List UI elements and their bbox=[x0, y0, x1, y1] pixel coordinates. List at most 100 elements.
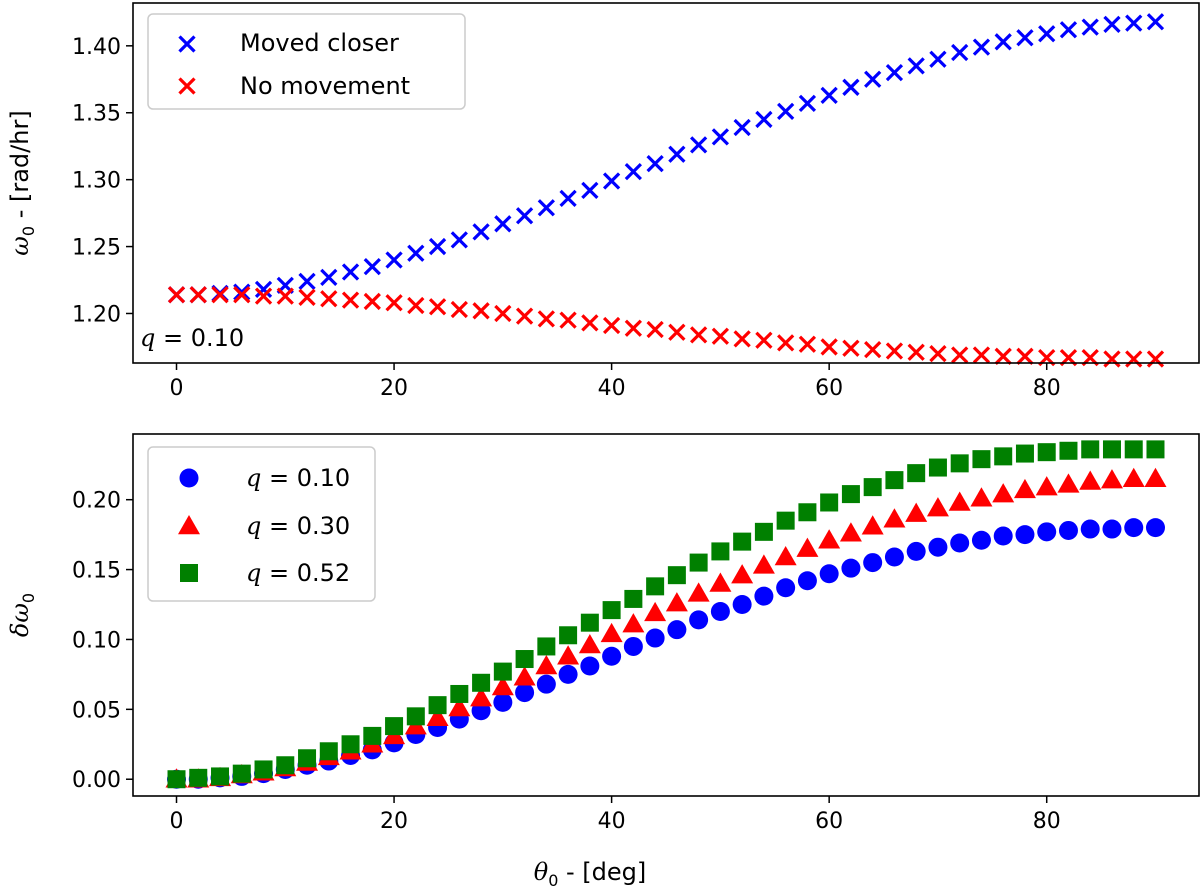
bottom-series-0-point-28 bbox=[776, 578, 796, 598]
bottom-series-1-point-23 bbox=[665, 592, 688, 612]
bottom-series-2-point-21 bbox=[624, 589, 643, 608]
bottom-series-0-point-19 bbox=[580, 656, 600, 676]
top-series-0-point-41 bbox=[1059, 21, 1078, 39]
bottom-legend-markers bbox=[178, 468, 200, 582]
top-series-1-point-14 bbox=[472, 302, 490, 320]
bottom-series-2-point-16 bbox=[515, 650, 534, 669]
bottom-series-2-point-6 bbox=[298, 749, 317, 768]
bottom-series-0-point-34 bbox=[906, 541, 926, 561]
bottom-xtick-label-80: 80 bbox=[1033, 809, 1061, 834]
legend-moved-closer: Moved closer bbox=[240, 29, 399, 57]
bottom-ytick-label-0-15: 0.15 bbox=[72, 559, 121, 584]
top-series-0-point-45 bbox=[1146, 13, 1165, 31]
bottom-series-0-point-24 bbox=[689, 610, 709, 630]
bottom-series-2-point-31 bbox=[841, 485, 860, 504]
top-series-0-point-25 bbox=[711, 128, 730, 146]
bottom-series-1-point-39 bbox=[1013, 478, 1036, 499]
top-series-0-point-42 bbox=[1081, 18, 1099, 36]
top-series-1-point-9 bbox=[363, 292, 381, 311]
bottom-series-2-point-13 bbox=[450, 684, 469, 703]
bottom-series-2-point-25 bbox=[711, 542, 730, 561]
top-series-1-point-8 bbox=[341, 291, 360, 309]
top-series-0-point-14 bbox=[472, 223, 490, 241]
top-series-0-point-13 bbox=[450, 231, 468, 249]
bottom-series-2-point-14 bbox=[472, 673, 491, 692]
top-legend-markers bbox=[178, 35, 196, 95]
top-series-1-point-1 bbox=[189, 286, 207, 304]
bottom-series-0-point-43 bbox=[1102, 519, 1122, 539]
bottom-series-2-point-37 bbox=[972, 450, 991, 469]
bottom-xtick-label-40: 40 bbox=[598, 809, 626, 834]
bottom-series-1-point-31 bbox=[839, 522, 862, 542]
top-xtick-label-80: 80 bbox=[1033, 376, 1061, 401]
top-series-1-point-19 bbox=[581, 314, 599, 332]
top-series-0-point-32 bbox=[864, 70, 882, 88]
top-series-1-point-29 bbox=[798, 335, 817, 353]
bottom-series-2-point-40 bbox=[1037, 443, 1056, 462]
top-series-0-point-26 bbox=[733, 118, 751, 137]
top-series-0-point-34 bbox=[907, 57, 925, 75]
top-series-1-point-33 bbox=[885, 342, 904, 360]
bottom-series-0-point-42 bbox=[1080, 519, 1100, 539]
bottom-legend-marker-2 bbox=[180, 564, 198, 582]
legend-q-0-30-value: = 0.30 bbox=[261, 512, 350, 540]
bottom-series-1-point-18 bbox=[557, 645, 580, 665]
top-legend-box bbox=[147, 13, 466, 110]
bottom-series-2-point-24 bbox=[689, 553, 708, 572]
top-series-1-point-2 bbox=[211, 286, 229, 304]
bottom-series-0-point-26 bbox=[732, 595, 752, 615]
top-ytick-label-1-20: 1.20 bbox=[72, 302, 121, 327]
bottom-series-1-point-38 bbox=[992, 483, 1015, 503]
bottom-series-2-point-22 bbox=[646, 577, 665, 596]
bottom-legend: q = 0.10 q = 0.30 q = 0.52 bbox=[147, 446, 376, 602]
top-series-0-point-22 bbox=[646, 154, 664, 173]
top-series-0-point-33 bbox=[885, 63, 904, 82]
bottom-series-2-point-7 bbox=[319, 742, 338, 761]
top-series-1-point-3 bbox=[233, 286, 251, 304]
bottom-series-2-point-39 bbox=[1015, 444, 1034, 463]
bottom-series-0-point-23 bbox=[667, 620, 687, 640]
bottom-series-1-point-34 bbox=[905, 502, 928, 522]
bottom-series-2-point-8 bbox=[341, 735, 360, 754]
bottom-series-2-point-19 bbox=[580, 613, 599, 632]
top-series-1-point-13 bbox=[450, 300, 468, 319]
bottom-series-2-point-33 bbox=[885, 471, 904, 490]
bottom-legend-marker-1 bbox=[178, 515, 200, 535]
top-series-1-point-35 bbox=[929, 345, 947, 363]
bottom-series-1-point-30 bbox=[818, 529, 841, 549]
panel-bottom-delta-omega0: 0 20 40 60 800.000.050.100.150.20 δω0 θ0 - [… bbox=[6, 433, 1200, 889]
bottom-series-2-point-10 bbox=[385, 717, 404, 736]
bottom-series-2-point-28 bbox=[776, 511, 795, 530]
top-series-1-point-38 bbox=[994, 347, 1012, 365]
bottom-series-1-point-20 bbox=[600, 622, 623, 643]
top-annotation-symbol: q bbox=[140, 324, 155, 352]
bottom-ytick-label-0-10: 0.10 bbox=[72, 628, 121, 653]
top-series-0-point-21 bbox=[624, 162, 642, 181]
bottom-series-1-point-28 bbox=[774, 545, 797, 566]
bottom-series-1-point-45 bbox=[1144, 467, 1167, 487]
top-series-1-point-23 bbox=[668, 323, 686, 341]
top-series-0-point-11 bbox=[407, 244, 425, 262]
bottom-series-1-point-41 bbox=[1057, 473, 1080, 493]
top-xtick-label-0: 0 bbox=[170, 376, 184, 401]
bottom-series-1-point-25 bbox=[709, 572, 732, 592]
bottom-ytick-label-0-00: 0.00 bbox=[72, 768, 121, 793]
top-series-1-point-5 bbox=[276, 287, 294, 305]
top-series-1-point-6 bbox=[298, 288, 316, 307]
top-series-0-point-44 bbox=[1125, 14, 1143, 32]
bottom-series-1-point-42 bbox=[1079, 470, 1102, 490]
bottom-xlabel-subscript: 0 bbox=[548, 871, 558, 889]
top-legend: Moved closer No movement bbox=[147, 13, 466, 110]
top-annotation-value: = 0.10 bbox=[155, 324, 244, 352]
top-series-1-point-18 bbox=[559, 311, 577, 329]
bottom-series-2-point-44 bbox=[1124, 440, 1143, 459]
bottom-ytick-label-0-20: 0.20 bbox=[72, 489, 121, 514]
bottom-series-2-point-18 bbox=[559, 626, 578, 645]
top-plot-marks bbox=[167, 13, 1165, 368]
bottom-xlabel: θ0 - [deg] bbox=[534, 858, 647, 889]
top-axes-frame bbox=[132, 2, 1200, 364]
top-series-1-point-12 bbox=[428, 298, 447, 316]
bottom-series-2-point-35 bbox=[928, 458, 947, 477]
top-series-0-point-7 bbox=[320, 268, 338, 286]
